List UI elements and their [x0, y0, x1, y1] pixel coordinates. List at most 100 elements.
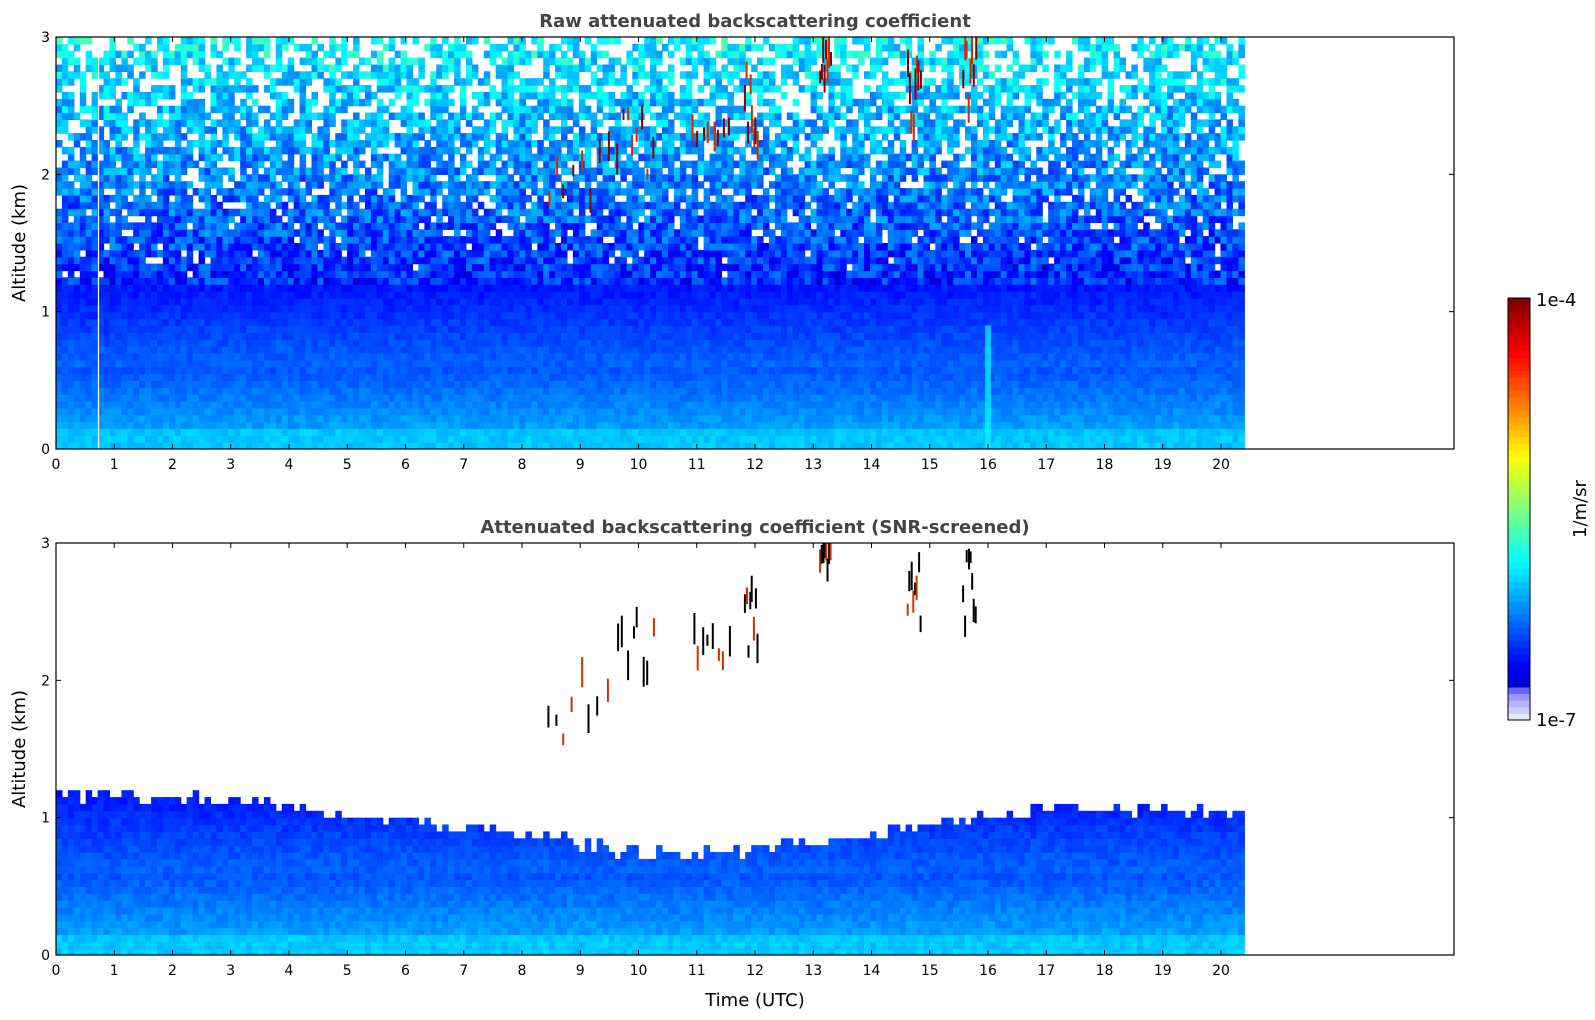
heatmap-cell — [448, 64, 455, 72]
heatmap-cell — [275, 91, 283, 100]
heatmap-cell — [519, 153, 526, 162]
heatmap-cell — [483, 352, 491, 361]
heatmap-cell — [370, 229, 378, 237]
heatmap-cell — [299, 126, 307, 134]
heatmap-cell — [359, 194, 366, 203]
heatmap-cell — [139, 208, 146, 217]
heatmap-cell — [109, 43, 116, 52]
heatmap-cell — [79, 263, 87, 272]
heatmap-cell — [489, 181, 497, 189]
heatmap-cell — [258, 407, 265, 416]
heatmap-cell — [430, 249, 437, 258]
heatmap-cell — [501, 284, 509, 292]
heatmap-cell — [572, 140, 580, 148]
heatmap-cell — [596, 270, 604, 278]
heatmap-cell — [323, 421, 330, 429]
heatmap-cell — [151, 346, 158, 354]
heatmap-cell — [471, 222, 479, 230]
heatmap-cell — [79, 400, 87, 409]
heatmap-cell — [56, 366, 63, 375]
heatmap-cell — [359, 304, 366, 313]
heatmap-cell — [543, 346, 550, 354]
heatmap-cell — [596, 277, 604, 285]
heatmap-cell — [228, 387, 235, 395]
heatmap-cell — [323, 133, 330, 141]
heatmap-cell — [501, 236, 509, 244]
heatmap-cell — [454, 277, 461, 285]
heatmap-cell — [454, 43, 461, 52]
heatmap-cell — [281, 270, 289, 278]
heatmap-cell — [269, 188, 277, 196]
heatmap-cell — [388, 208, 396, 217]
heatmap-cell — [608, 37, 616, 45]
heatmap-cell — [109, 373, 116, 381]
heatmap-cell — [602, 153, 610, 162]
heatmap-cell — [168, 105, 176, 114]
heatmap-cell — [329, 325, 336, 333]
heatmap-cell — [376, 400, 384, 409]
heatmap-cell — [85, 407, 93, 416]
heatmap-cell — [365, 277, 372, 285]
heatmap-cell — [317, 126, 324, 134]
heatmap-cell — [168, 325, 176, 333]
heatmap-cell — [489, 50, 497, 59]
heatmap-cell — [525, 373, 532, 381]
heatmap-cell — [305, 50, 312, 59]
heatmap-cell — [323, 222, 330, 230]
heatmap-cell — [264, 153, 271, 162]
heatmap-cell — [572, 256, 580, 265]
heatmap-cell — [127, 400, 134, 409]
heatmap-cell — [347, 346, 354, 354]
heatmap-cell — [275, 236, 283, 244]
heatmap-cell — [210, 181, 217, 189]
heatmap-cell — [513, 146, 520, 155]
heatmap-cell — [335, 43, 342, 52]
heatmap-cell — [454, 208, 461, 217]
heatmap-cell — [299, 43, 307, 52]
heatmap-cell — [97, 215, 105, 223]
heatmap-cell — [216, 181, 223, 189]
heatmap-cell — [442, 325, 449, 333]
heatmap-cell — [305, 346, 312, 354]
heatmap-cell — [168, 400, 176, 409]
heatmap-cell — [133, 318, 140, 326]
heatmap-cell — [549, 167, 556, 175]
heatmap-cell — [549, 366, 556, 375]
heatmap-cell — [210, 105, 217, 114]
heatmap-cell — [56, 50, 63, 59]
heatmap-cell — [56, 174, 63, 182]
heatmap-cell — [180, 297, 188, 306]
heatmap-cell — [228, 400, 235, 409]
heatmap-cell — [121, 263, 128, 272]
heatmap-cell — [145, 91, 152, 100]
heatmap-cell — [561, 91, 568, 100]
heatmap-cell — [311, 194, 318, 203]
heatmap-cell — [477, 270, 485, 278]
heatmap-cell — [317, 71, 324, 79]
heatmap-cell — [394, 373, 402, 381]
heatmap-cell — [186, 153, 194, 162]
heatmap-cell — [513, 153, 520, 162]
heatmap-cell — [370, 284, 378, 292]
heatmap-cell — [507, 284, 515, 292]
heatmap-cell — [168, 201, 176, 210]
heatmap-cell — [109, 229, 116, 237]
heatmap-cell — [353, 167, 360, 175]
heatmap-cell — [436, 105, 443, 114]
heatmap-cell — [567, 64, 574, 72]
heatmap-cell — [204, 277, 211, 285]
heatmap-cell — [347, 311, 354, 320]
heatmap-cell — [127, 270, 134, 278]
heatmap-cell — [192, 428, 200, 436]
heatmap-cell — [483, 146, 491, 155]
heatmap-cell — [507, 98, 515, 107]
heatmap-cell — [430, 442, 437, 449]
heatmap-cell — [430, 297, 437, 306]
heatmap-cell — [495, 339, 503, 347]
heatmap-cell — [531, 414, 538, 423]
heatmap-cell — [174, 346, 182, 354]
heatmap-cell — [222, 215, 229, 223]
heatmap-cell — [198, 291, 206, 299]
heatmap-cell — [394, 263, 402, 272]
heatmap-cell — [537, 421, 544, 429]
